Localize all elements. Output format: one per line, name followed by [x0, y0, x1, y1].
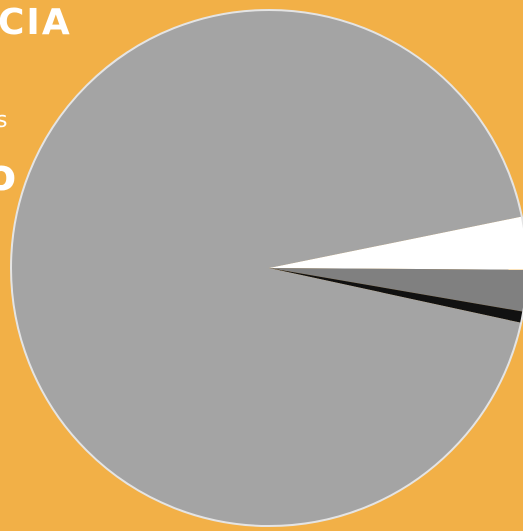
pie-slice-1 [269, 216, 523, 270]
background-subtitle-fragment: s [0, 108, 8, 133]
pie-outline [10, 9, 523, 527]
background-heading-fragment: CIA [0, 2, 72, 43]
pie-slice-3 [269, 268, 523, 323]
pie-slice-4 [11, 10, 522, 527]
background-large-fragment: o [0, 150, 17, 201]
pie-slices [11, 10, 523, 527]
